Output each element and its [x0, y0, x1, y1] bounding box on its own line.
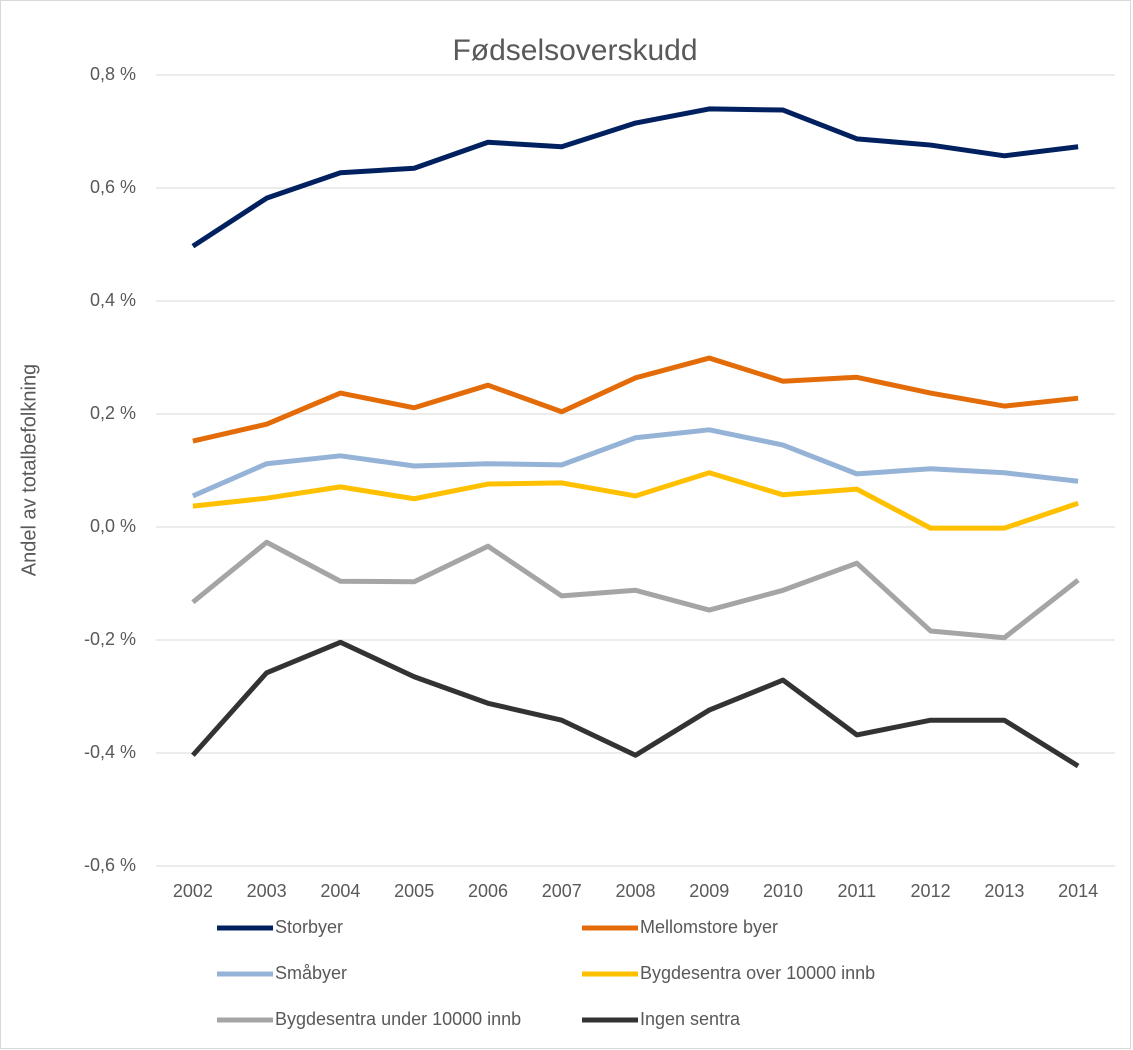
- x-tick-label: 2014: [1058, 881, 1098, 901]
- x-tick-label: 2002: [173, 881, 213, 901]
- series-line: [191, 427, 1079, 499]
- legend-label: Ingen sentra: [640, 1009, 741, 1029]
- x-tick-label: 2011: [837, 881, 876, 901]
- series-line: [191, 639, 1080, 769]
- legend-label: Bygdesentra under 10000 innb: [275, 1009, 521, 1029]
- y-tick-label: 0,4 %: [90, 290, 136, 310]
- y-tick-label: -0,2 %: [84, 629, 136, 649]
- series-line: [191, 539, 1080, 641]
- y-tick-label: 0,8 %: [90, 64, 136, 84]
- series-line: [192, 470, 1079, 531]
- series-line: [192, 355, 1079, 444]
- x-tick-label: 2005: [394, 881, 434, 901]
- y-tick-label: 0,2 %: [90, 403, 136, 423]
- x-tick-label: 2010: [763, 881, 803, 901]
- legend-label: Storbyer: [275, 917, 343, 937]
- y-axis-label: Andel av totalbefolkning: [18, 364, 40, 576]
- y-tick-label: 0,0 %: [90, 516, 136, 536]
- series-line: [191, 106, 1079, 249]
- chart-title: Fødselsoverskudd: [452, 34, 697, 67]
- legend-label: Bygdesentra over 10000 innb: [640, 963, 875, 983]
- x-tick-label: 2007: [542, 881, 582, 901]
- x-tick-label: 2012: [911, 881, 951, 901]
- y-tick-label: -0,4 %: [84, 742, 136, 762]
- x-tick-label: 2004: [320, 881, 360, 901]
- y-tick-label: 0,6 %: [90, 177, 136, 197]
- x-tick-label: 2003: [247, 881, 287, 901]
- x-tick-label: 2006: [468, 881, 508, 901]
- y-tick-label: -0,6 %: [84, 855, 136, 875]
- x-tick-label: 2013: [984, 881, 1024, 901]
- x-tick-label: 2008: [615, 881, 655, 901]
- x-tick-label: 2009: [689, 881, 729, 901]
- legend-label: Mellomstore byer: [640, 917, 778, 937]
- legend-label: Småbyer: [275, 963, 347, 983]
